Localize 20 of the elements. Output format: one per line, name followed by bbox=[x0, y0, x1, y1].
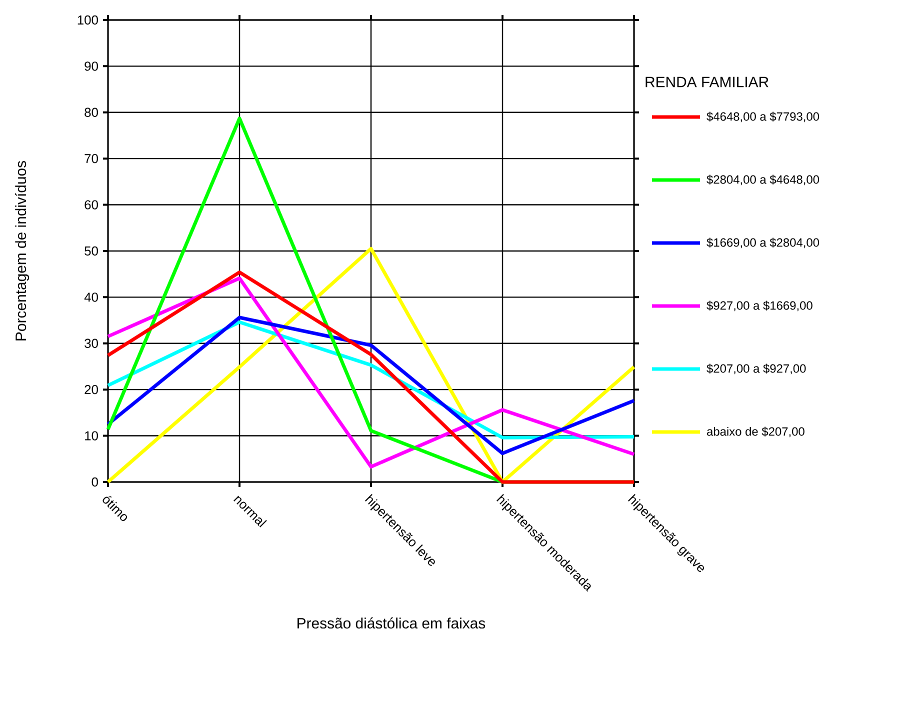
y-tick-label: 50 bbox=[84, 246, 98, 256]
legend-label: $927,00 a $1669,00 bbox=[706, 300, 812, 312]
y-tick-label: 10 bbox=[85, 431, 98, 440]
legend-label: $207,00 a $927,00 bbox=[706, 364, 806, 374]
y-tick-label: 80 bbox=[84, 108, 98, 117]
y-tick-label: 90 bbox=[84, 62, 98, 71]
y-tick-label: 60 bbox=[84, 200, 98, 210]
y-tick-label: 70 bbox=[84, 154, 98, 164]
legend-label: $2804,00 a $4648,00 bbox=[706, 174, 820, 186]
y-tick-label: 20 bbox=[84, 384, 98, 394]
y-tick-label: 40 bbox=[84, 292, 98, 302]
legend-label: $1669,00 a $2804,00 bbox=[706, 238, 820, 248]
y-axis-title: Porcentagem de indivíduos bbox=[14, 161, 30, 340]
y-tick-label: 100 bbox=[78, 15, 98, 25]
legend-label: abaixo de $207,00 bbox=[707, 426, 804, 438]
x-axis-title: Pressão diástólica em faixas bbox=[298, 617, 486, 629]
y-tick-label: 30 bbox=[84, 338, 98, 348]
y-tick-label: 0 bbox=[92, 477, 98, 487]
legend-label: $4648,00 a $7793,00 bbox=[706, 112, 820, 122]
legend-title: RENDA FAMILIAR bbox=[646, 76, 768, 88]
